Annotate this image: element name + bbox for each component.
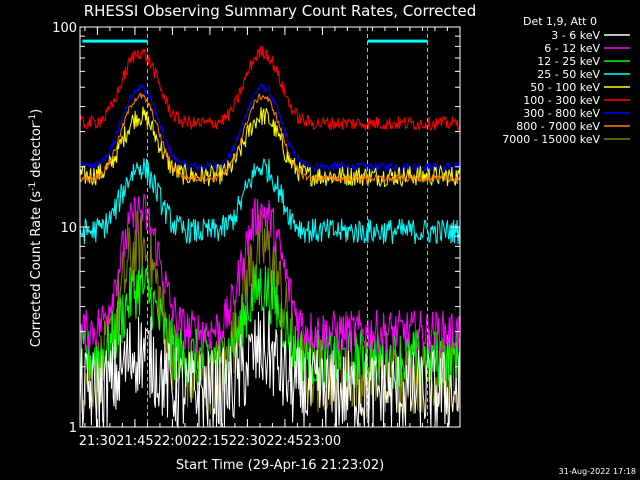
y-tick-label-2: 100 bbox=[52, 21, 77, 36]
y-axis-label: Corrected Count Rate (s-1 detector-1) bbox=[28, 109, 44, 347]
x-tick-label-0: 21:30 bbox=[79, 434, 116, 449]
legend-label-3: 25 - 50 keV bbox=[537, 68, 600, 81]
legend-label-1: 6 - 12 keV bbox=[544, 42, 600, 55]
x-axis-label: Start Time (29-Apr-16 21:23:02) bbox=[176, 458, 384, 473]
series-line-3 bbox=[79, 158, 461, 245]
x-tick-label-1: 21:45 bbox=[116, 434, 153, 449]
chart-title: RHESSI Observing Summary Count Rates, Co… bbox=[84, 2, 477, 20]
legend-label-5: 100 - 300 keV bbox=[523, 94, 600, 107]
x-tick-label-3: 22:15 bbox=[191, 434, 228, 449]
annotation-layer bbox=[82, 27, 428, 427]
legend-label-4: 50 - 100 keV bbox=[530, 81, 600, 94]
timestamp: 31-Aug-2022 17:18 bbox=[559, 467, 636, 476]
series-line-7 bbox=[79, 92, 461, 184]
series-line-6 bbox=[79, 83, 461, 173]
x-axis: 21:30 21:45 22:00 22:15 22:30 22:45 23:00 bbox=[79, 27, 461, 449]
series-line-1 bbox=[79, 194, 461, 355]
legend-label-2: 12 - 25 keV bbox=[537, 55, 600, 68]
x-tick-label-4: 22:30 bbox=[229, 434, 266, 449]
legend-label-0: 3 - 6 keV bbox=[551, 29, 600, 42]
series-line-2 bbox=[79, 264, 461, 389]
series-line-5 bbox=[79, 46, 461, 132]
legend-label-6: 300 - 800 keV bbox=[523, 107, 600, 120]
legend-label-8: 7000 - 15000 keV bbox=[502, 133, 600, 146]
y-axis: 1 10 100 bbox=[52, 21, 460, 436]
y-tick-label-1: 10 bbox=[60, 221, 77, 236]
legend-header: Det 1,9, Att 0 bbox=[523, 15, 597, 28]
series-line-4 bbox=[79, 106, 461, 188]
series-line-0 bbox=[79, 308, 461, 429]
series-layer bbox=[79, 46, 461, 429]
x-tick-label-2: 22:00 bbox=[154, 434, 191, 449]
legend-label-7: 800 - 7000 keV bbox=[516, 120, 600, 133]
x-tick-label-5: 22:45 bbox=[266, 434, 303, 449]
x-tick-label-6: 23:00 bbox=[304, 434, 341, 449]
y-tick-label-0: 1 bbox=[69, 421, 77, 436]
